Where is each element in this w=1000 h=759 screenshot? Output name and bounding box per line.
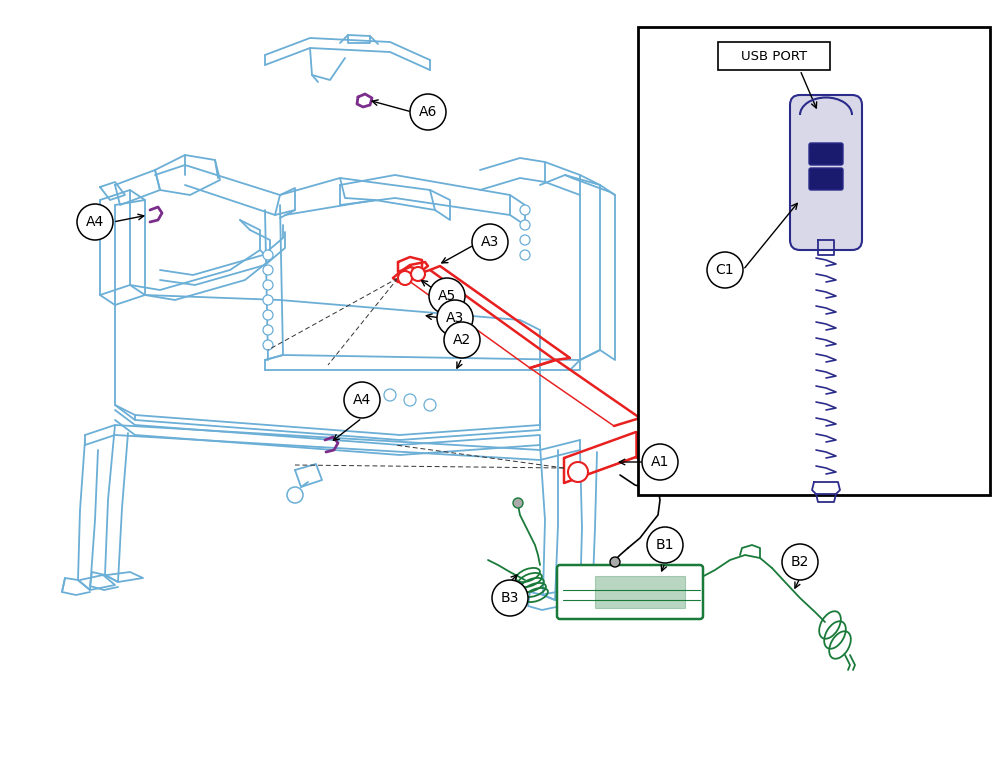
Circle shape — [513, 498, 523, 508]
Circle shape — [263, 265, 273, 275]
Circle shape — [424, 399, 436, 411]
Text: A5: A5 — [438, 289, 456, 303]
Text: A4: A4 — [353, 393, 371, 407]
Circle shape — [411, 267, 425, 281]
Circle shape — [263, 310, 273, 320]
Bar — [595, 576, 685, 608]
Circle shape — [429, 278, 465, 314]
Circle shape — [263, 295, 273, 305]
FancyBboxPatch shape — [557, 565, 703, 619]
Circle shape — [77, 204, 113, 240]
Text: A3: A3 — [446, 311, 464, 325]
Circle shape — [520, 205, 530, 215]
Circle shape — [657, 483, 667, 493]
Text: A3: A3 — [481, 235, 499, 249]
Circle shape — [492, 580, 528, 616]
Circle shape — [398, 271, 412, 285]
Circle shape — [404, 394, 416, 406]
Bar — [718, 42, 830, 70]
Circle shape — [437, 300, 473, 336]
FancyBboxPatch shape — [790, 95, 862, 250]
Bar — [638, 27, 990, 495]
Text: B2: B2 — [791, 555, 809, 569]
Circle shape — [263, 280, 273, 290]
Text: A4: A4 — [86, 215, 104, 229]
Text: B1: B1 — [656, 538, 674, 552]
Text: A2: A2 — [453, 333, 471, 347]
Text: C1: C1 — [716, 263, 734, 277]
Text: USB PORT: USB PORT — [741, 49, 807, 62]
Text: B3: B3 — [501, 591, 519, 605]
Circle shape — [384, 389, 396, 401]
Circle shape — [568, 462, 588, 482]
Circle shape — [610, 557, 620, 567]
Circle shape — [520, 250, 530, 260]
FancyBboxPatch shape — [809, 143, 843, 165]
Text: A6: A6 — [419, 105, 437, 119]
FancyBboxPatch shape — [809, 168, 843, 190]
Circle shape — [410, 94, 446, 130]
Circle shape — [263, 250, 273, 260]
Circle shape — [263, 325, 273, 335]
Circle shape — [642, 444, 678, 480]
Circle shape — [472, 224, 508, 260]
Circle shape — [782, 544, 818, 580]
Circle shape — [287, 487, 303, 503]
Circle shape — [647, 527, 683, 563]
Circle shape — [520, 235, 530, 245]
Circle shape — [263, 340, 273, 350]
Circle shape — [520, 220, 530, 230]
Text: A1: A1 — [651, 455, 669, 469]
Circle shape — [707, 252, 743, 288]
Circle shape — [444, 322, 480, 358]
Circle shape — [344, 382, 380, 418]
